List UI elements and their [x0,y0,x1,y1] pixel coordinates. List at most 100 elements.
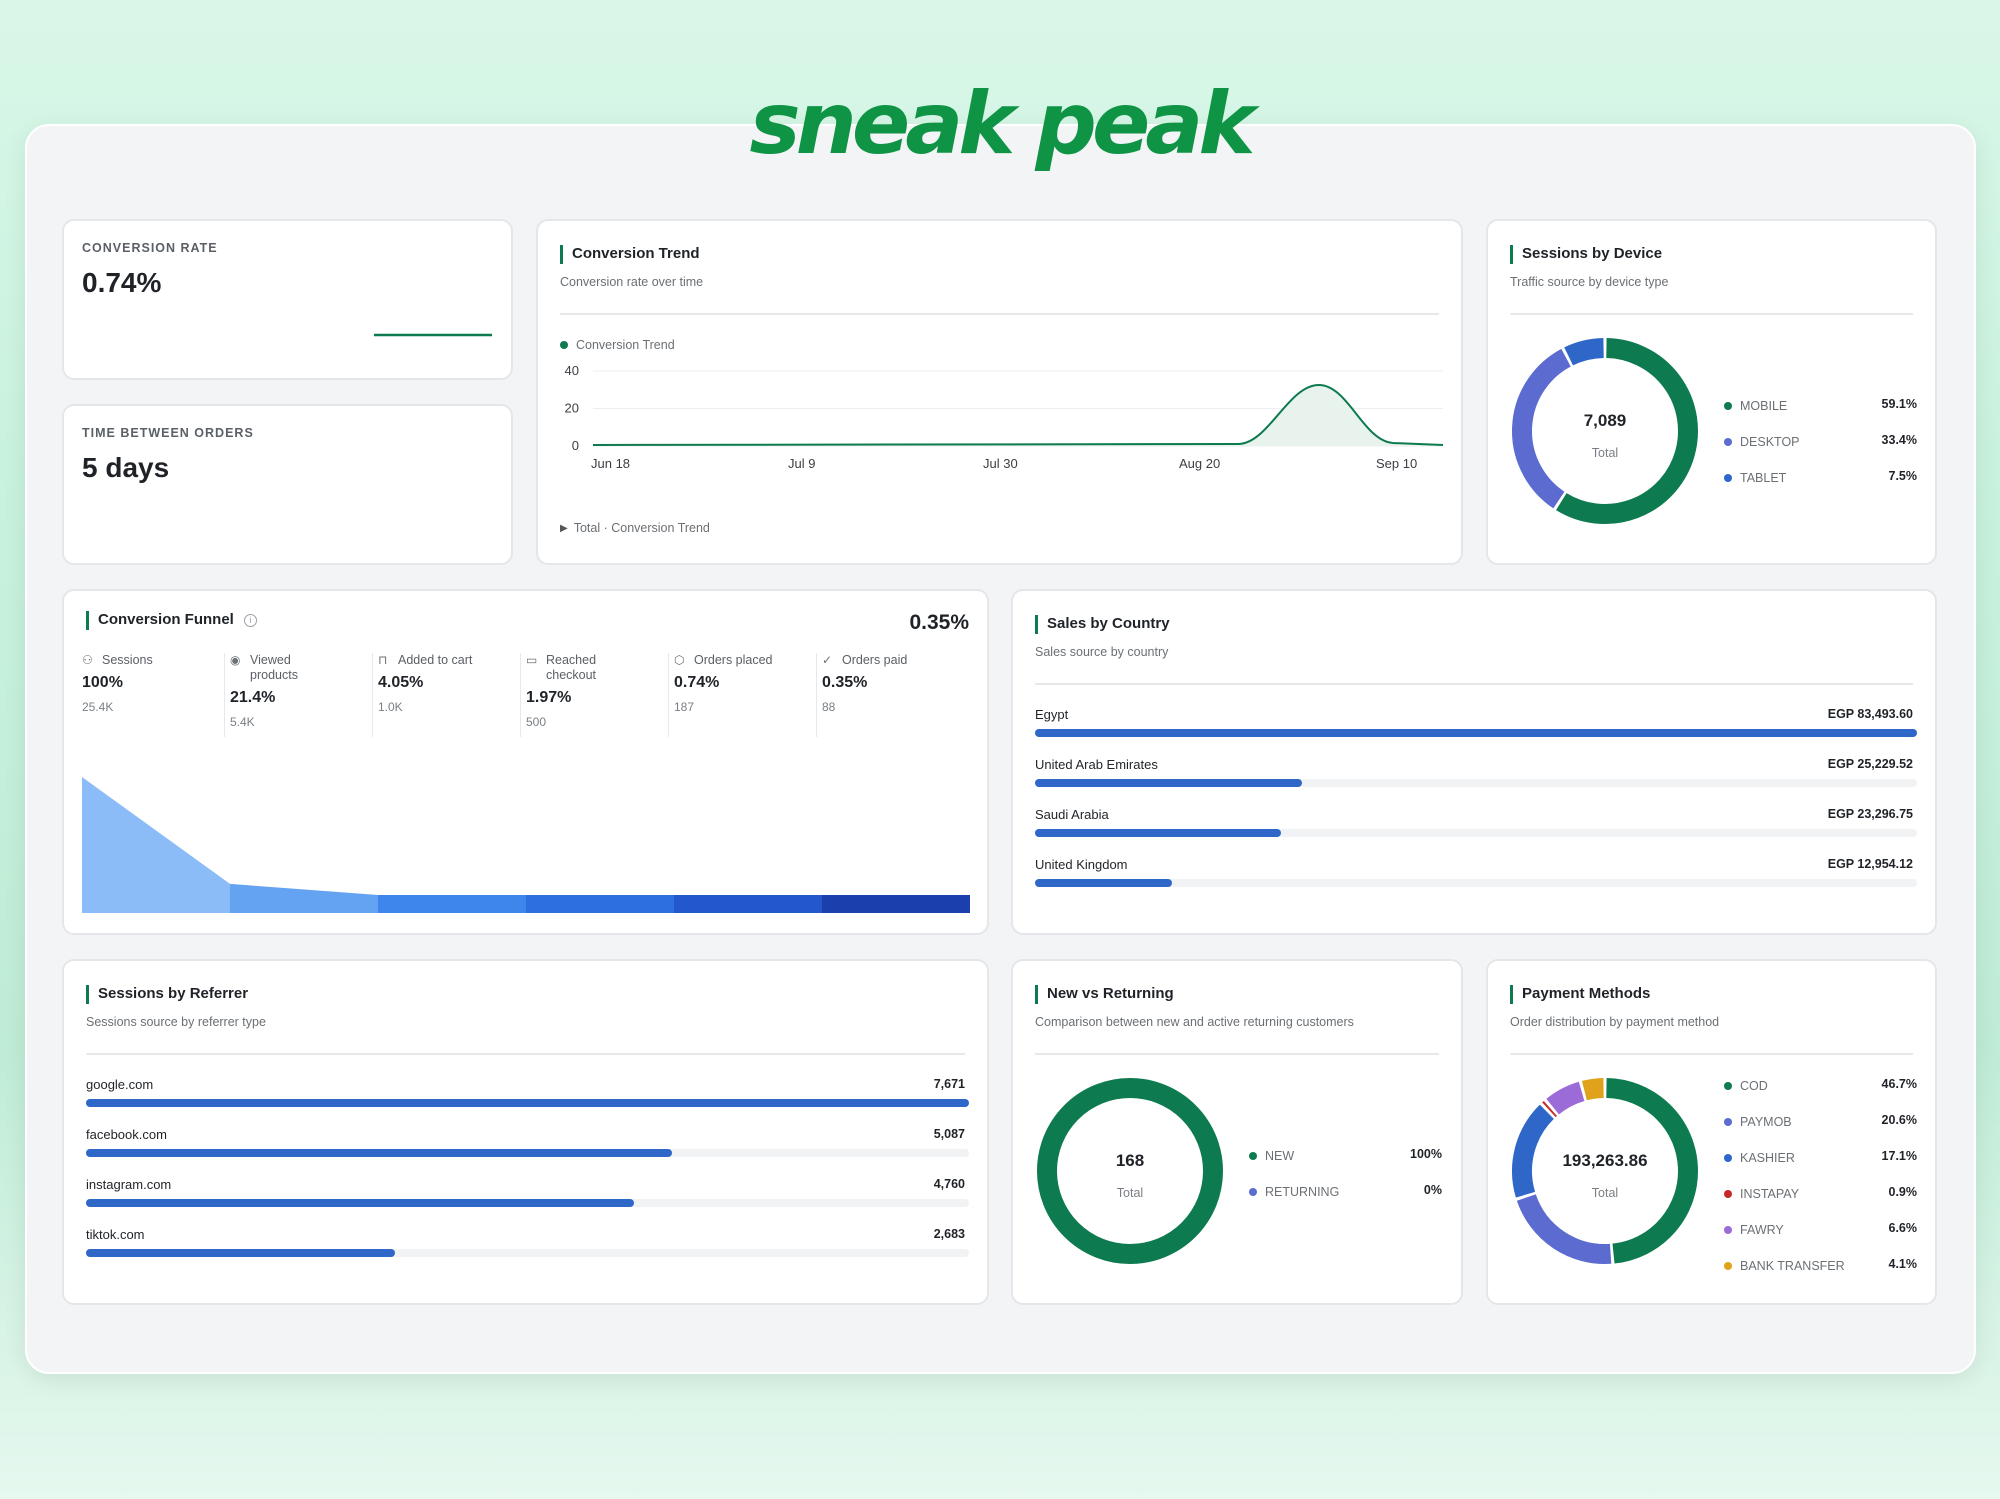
legend-item[interactable]: COD [1724,1079,1768,1093]
funnel-step-count: 187 [674,700,695,714]
divider [1510,313,1913,315]
funnel-step-label: Orders paid [842,653,908,667]
legend-dot [1249,1188,1257,1196]
funnel-step[interactable]: ⊓ Added to cart 4.05% 1.0K [378,653,524,714]
legend-item[interactable]: BANK TRANSFER [1724,1259,1845,1273]
funnel-chart[interactable] [82,777,970,917]
donut-slice[interactable] [1556,338,1698,524]
chart-legend[interactable]: Conversion Trend [560,338,675,352]
kpi-label: CONVERSION RATE [82,241,218,255]
funnel-step[interactable]: ▭ Reached checkout 1.97% 500 [526,653,672,729]
conversion-trend-chart[interactable]: 0 20 40 Jun 18 Jul 9 Jul 30 Aug 20 Sep 10 [538,361,1465,521]
donut-slice[interactable] [1581,1078,1604,1101]
bar-fill[interactable] [86,1149,672,1157]
legend-item[interactable]: RETURNING [1249,1185,1339,1199]
bar-value: EGP 12,954.12 [1827,857,1913,871]
footer-label: Total · Conversion Trend [573,521,710,535]
funnel-segment[interactable] [526,895,674,913]
brand-logo: sneak peak [749,74,1255,174]
funnel-step-header: ◉ Viewed products [230,653,376,683]
bar-label: Saudi Arabia [1035,807,1109,822]
funnel-segment[interactable] [674,895,822,913]
legend-item[interactable]: NEW [1249,1149,1294,1163]
funnel-step[interactable]: ⚇ Sessions 100% 25.4K [82,653,228,714]
legend-percentage: 100% [1410,1147,1442,1161]
bar-fill[interactable] [1035,879,1172,887]
funnel-separator [224,653,225,737]
donut-slice[interactable] [1546,1081,1585,1115]
trend-area [593,384,1443,446]
bar-track [86,1149,969,1157]
funnel-step[interactable]: ⬡ Orders placed 0.74% 187 [674,653,820,714]
new-vs-returning-donut-chart[interactable] [1035,1076,1225,1266]
donut-slice[interactable] [1512,1104,1555,1198]
conversion-trend-card: Conversion Trend Conversion rate over ti… [536,219,1463,565]
divider [1035,683,1913,685]
donut-slice[interactable] [1606,1078,1698,1264]
y-tick-label: 0 [572,438,579,453]
legend-item[interactable]: TABLET [1724,471,1786,485]
card-subtitle: Comparison between new and active return… [1035,1015,1354,1029]
expand-triangle-icon: ▶ [560,522,568,534]
kpi-label: TIME BETWEEN ORDERS [82,426,254,440]
legend-label: Conversion Trend [576,338,675,352]
chart-footer-toggle[interactable]: ▶ Total · Conversion Trend [560,521,710,535]
card-title: New vs Returning [1035,985,1174,1004]
donut-slice[interactable] [1512,348,1571,509]
donut-slice[interactable] [1564,338,1605,366]
funnel-separator [520,653,521,737]
x-tick-label: Sep 10 [1376,456,1417,471]
bar-track [86,1099,969,1107]
bar-track [1035,779,1917,787]
legend-percentage: 0.9% [1888,1185,1918,1199]
sessions-by-device-card: Sessions by Device Traffic source by dev… [1486,219,1937,565]
legend-item[interactable]: FAWRY [1724,1223,1784,1237]
legend-dot [1249,1152,1257,1160]
bar-label: instagram.com [86,1177,172,1192]
funnel-segment[interactable] [230,883,378,913]
legend-item[interactable]: INSTAPAY [1724,1187,1799,1201]
bar-value: EGP 83,493.60 [1827,707,1913,721]
funnel-step[interactable]: ◉ Viewed products 21.4% 5.4K [230,653,376,729]
funnel-step-count: 25.4K [82,700,114,714]
bar-fill[interactable] [86,1249,395,1257]
legend-dot [1724,1190,1732,1198]
donut-slice[interactable] [1542,1100,1558,1118]
donut-total-value: 168 [1115,1151,1145,1170]
bar-fill[interactable] [86,1099,969,1107]
bar-value: 4,760 [933,1177,965,1191]
funnel-step-percentage: 21.4% [230,689,276,706]
bar-fill[interactable] [86,1199,634,1207]
device-donut-chart[interactable] [1510,336,1700,526]
funnel-step-count: 5.4K [230,715,255,729]
legend-dot [1724,474,1732,482]
payment-methods-donut-chart[interactable] [1510,1076,1700,1266]
users-icon: ⚇ [82,653,93,667]
payment-methods-card: Payment Methods Order distribution by pa… [1486,959,1937,1305]
donut-slice[interactable] [1516,1193,1612,1264]
card-subtitle: Order distribution by payment method [1510,1015,1720,1029]
funnel-step-header: ⚇ Sessions [82,653,228,668]
funnel-segment[interactable] [378,895,526,913]
card-title: Conversion Funnel i [86,611,258,630]
bar-fill[interactable] [1035,779,1302,787]
legend-label: PAYMOB [1740,1115,1792,1129]
conversion-funnel-card: Conversion Funnel i 0.35% ⚇ Sessions 100% 2… [62,589,989,935]
bar-fill[interactable] [1035,829,1282,837]
divider [560,313,1439,315]
legend-item[interactable]: DESKTOP [1724,435,1800,449]
bar-value: 2,683 [933,1227,965,1241]
legend-label: MOBILE [1740,399,1788,413]
funnel-step[interactable]: ✓ Orders paid 0.35% 88 [822,653,968,714]
legend-item[interactable]: KASHIER [1724,1151,1795,1165]
funnel-segment[interactable] [82,777,230,913]
legend-label: RETURNING [1265,1185,1340,1199]
donut-slice[interactable] [1037,1078,1223,1264]
legend-percentage: 17.1% [1881,1149,1917,1163]
bar-fill[interactable] [1035,729,1917,737]
info-icon[interactable]: i [244,613,258,627]
time-between-orders-card: TIME BETWEEN ORDERS 5 days [62,404,513,565]
legend-item[interactable]: MOBILE [1724,399,1787,413]
legend-item[interactable]: PAYMOB [1724,1115,1792,1129]
funnel-segment[interactable] [822,895,970,913]
